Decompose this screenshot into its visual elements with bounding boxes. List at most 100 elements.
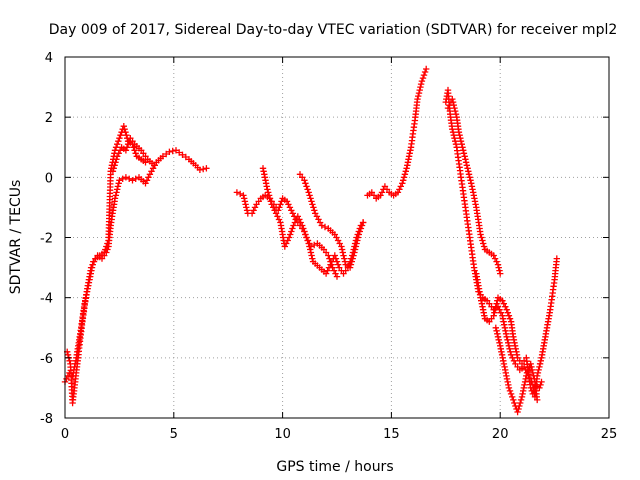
data-point: [119, 175, 126, 182]
data-point: [534, 396, 541, 404]
axis-ticks: 0 5 10 15 20 25 -8 -6 -4 -2 0 2 4: [40, 51, 617, 442]
data-point: [457, 138, 465, 145]
data-point: [553, 255, 560, 262]
data-point: [357, 225, 365, 232]
y-tick-label: 0: [45, 171, 53, 186]
data-point: [176, 149, 183, 156]
y-tick-label: -6: [40, 352, 53, 367]
data-point: [456, 132, 463, 139]
data-point: [492, 303, 499, 310]
data-point: [401, 171, 409, 178]
data-point: [402, 168, 409, 175]
data-point: [116, 147, 124, 154]
data-point: [129, 177, 136, 184]
data-point: [507, 348, 514, 355]
data-point: [510, 396, 517, 404]
data-point: [450, 101, 457, 109]
data-point: [281, 243, 288, 250]
data-point: [307, 246, 314, 253]
data-point: [403, 165, 410, 172]
data-point: [309, 201, 316, 208]
data-point: [130, 144, 137, 151]
data-point: [472, 201, 479, 208]
data-point: [515, 405, 522, 413]
data-point: [242, 201, 249, 208]
data-point: [111, 162, 118, 169]
data-point: [326, 255, 333, 262]
data-point: [308, 198, 315, 205]
data-point: [514, 408, 521, 416]
data-point: [200, 165, 207, 173]
data-point: [302, 231, 309, 238]
data-point: [417, 83, 424, 91]
x-tick-label: 20: [492, 427, 509, 442]
data-point: [159, 153, 167, 160]
data-point: [124, 141, 132, 148]
data-point: [468, 180, 475, 187]
data-point: [500, 360, 508, 368]
data-point: [285, 234, 293, 241]
data-point: [275, 216, 283, 223]
data-point: [507, 390, 515, 398]
data-point: [270, 204, 277, 211]
data-point: [353, 240, 360, 247]
data-point: [120, 123, 127, 130]
data-point: [505, 312, 513, 319]
data-point: [303, 234, 310, 241]
data-point: [351, 249, 358, 256]
data-point: [491, 306, 499, 313]
data-point: [378, 189, 386, 196]
data-point: [494, 330, 501, 337]
data-point: [462, 159, 470, 166]
data-point: [90, 258, 98, 265]
data-point: [289, 225, 296, 232]
data-point: [504, 309, 511, 316]
data-point: [332, 270, 339, 277]
data-point: [321, 223, 329, 231]
data-point: [421, 68, 429, 76]
data-point: [528, 363, 535, 371]
data-point: [289, 210, 296, 217]
data-point: [536, 360, 544, 367]
data-point: [354, 237, 361, 244]
data-point: [459, 144, 466, 151]
data-point: [132, 150, 139, 157]
data-point: [352, 243, 360, 250]
data-point: [461, 153, 468, 160]
data-point: [288, 207, 295, 214]
data-point: [112, 144, 120, 151]
data-point: [346, 264, 354, 271]
data-point: [332, 255, 340, 262]
data-point: [504, 336, 511, 343]
data-point: [151, 162, 158, 169]
data-point: [112, 159, 119, 166]
data-point: [338, 246, 346, 253]
data-point: [113, 189, 120, 196]
data-point: [304, 186, 311, 193]
data-point: [416, 86, 423, 94]
data-point: [287, 231, 294, 238]
data-point: [169, 147, 176, 155]
data-point: [477, 231, 484, 238]
data-point: [506, 387, 514, 395]
data-point: [493, 258, 500, 265]
data-point: [348, 258, 355, 265]
data-point: [500, 300, 507, 307]
data-point: [521, 381, 528, 389]
data-point: [527, 360, 534, 368]
data-point: [414, 95, 421, 103]
data-point: [419, 74, 427, 82]
data-point: [506, 345, 513, 352]
data-point: [291, 219, 299, 226]
data-point: [309, 255, 316, 262]
data-point: [349, 255, 356, 262]
data-point: [493, 300, 500, 307]
data-point: [462, 156, 469, 163]
data-point: [457, 135, 464, 142]
data-point: [311, 207, 318, 214]
data-point: [240, 192, 247, 199]
data-point: [123, 144, 131, 151]
data-point: [359, 219, 367, 226]
data-point: [101, 249, 108, 256]
